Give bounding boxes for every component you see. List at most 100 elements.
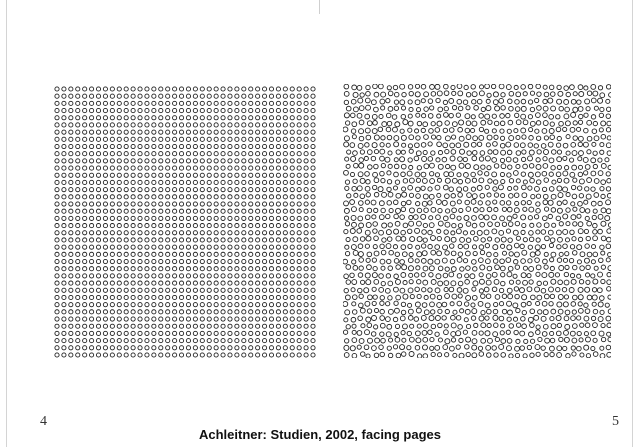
grid-circle [172,251,178,257]
grid-circle [451,222,457,229]
grid-circle [593,135,600,142]
grid-circle [213,86,219,92]
grid-circle [109,93,115,99]
grid-circle [206,215,212,221]
grid-circle [358,293,364,299]
grid-circle [82,302,88,308]
grid-circle [303,187,309,193]
grid-circle [255,194,261,200]
grid-circle [434,127,441,133]
grid-circle [562,126,568,132]
grid-circle [508,323,514,329]
grid-circle [386,323,393,330]
grid-circle [506,128,512,134]
grid-circle [102,309,108,315]
grid-circle [480,322,487,329]
grid-circle [248,280,254,286]
grid-circle [75,194,81,200]
grid-circle [415,177,422,183]
grid-circle [500,178,506,185]
grid-circle [123,230,129,236]
grid-circle [213,230,219,236]
grid-circle [469,273,476,280]
grid-circle [130,143,136,150]
grid-circle [597,301,604,308]
grid-circle [199,100,205,106]
grid-circle [89,172,95,178]
grid-circle [465,237,472,243]
grid-circle [137,352,143,358]
grid-circle [89,108,95,114]
grid-circle [427,243,433,250]
grid-circle [408,272,414,278]
grid-circle [451,177,458,184]
grid-circle [564,323,571,330]
grid-circle [89,122,95,128]
grid-circle [296,129,302,135]
grid-circle [599,244,605,250]
grid-circle [583,228,589,234]
grid-circle [442,344,449,350]
grid-circle [68,323,74,329]
grid-circle [599,106,605,113]
grid-circle [144,294,150,301]
grid-circle [234,86,240,92]
grid-circle [534,128,540,134]
grid-circle [547,141,554,148]
grid-circle [102,93,108,99]
grid-circle [486,165,492,171]
grid-circle [599,142,605,148]
grid-circle [241,215,247,221]
grid-circle [68,151,74,157]
grid-circle [364,97,371,104]
grid-circle [61,287,67,293]
grid-circle [499,128,505,134]
grid-circle [512,302,519,309]
grid-circle [485,279,492,286]
grid-circle [343,207,350,214]
grid-circle [416,251,423,258]
grid-circle [282,194,288,200]
grid-circle [565,221,571,227]
grid-circle [158,108,164,114]
grid-circle [536,91,542,97]
grid-circle [449,243,455,249]
grid-circle [255,143,261,150]
grid-circle [490,84,497,90]
grid-circle [569,273,576,279]
grid-circle [206,158,212,164]
grid-circle [570,345,576,351]
grid-circle [102,330,108,336]
grid-circle [365,353,371,358]
grid-circle [95,165,102,171]
grid-circle [158,294,164,301]
grid-circle [123,108,129,114]
grid-circle [569,84,575,90]
grid-circle [484,330,491,337]
grid-circle [607,294,611,300]
grid-circle [220,93,226,99]
grid-circle [61,309,67,315]
grid-circle [75,323,81,329]
grid-circle [137,316,143,322]
grid-circle [400,206,407,213]
grid-circle [564,264,570,270]
grid-circle [437,150,444,156]
grid-circle [199,208,205,214]
grid-circle [579,251,586,258]
grid-circle [428,315,435,322]
grid-circle [577,156,583,162]
grid-circle [248,266,254,272]
grid-circle [435,97,441,104]
grid-circle [61,223,67,229]
grid-circle [151,93,157,99]
grid-circle [371,272,378,279]
grid-circle [248,100,254,106]
grid-circle [366,120,373,127]
grid-circle [499,258,505,265]
grid-circle [151,345,157,351]
grid-circle [364,329,370,336]
grid-circle [349,345,356,352]
grid-circle [607,222,611,228]
grid-circle [296,266,302,272]
